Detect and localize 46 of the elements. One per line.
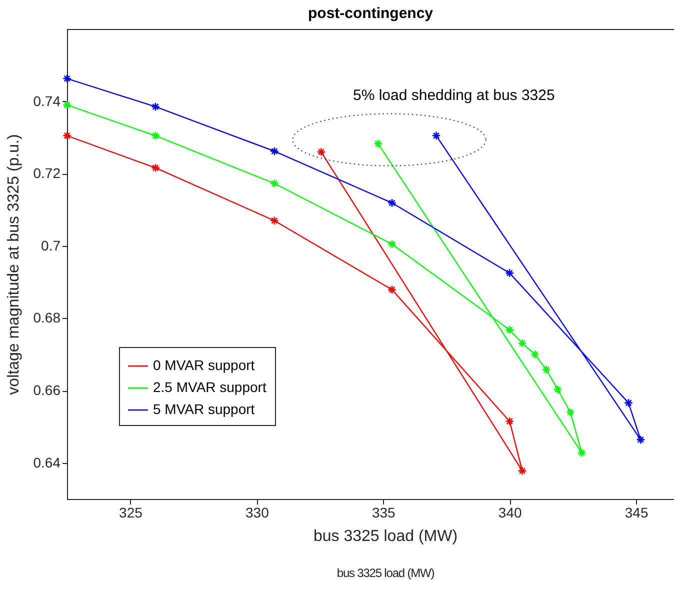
x-tick-label: 325	[119, 504, 143, 520]
point	[542, 365, 551, 374]
y-axis-title: voltage magnitude at bus 3325 (p.u.)	[5, 134, 22, 395]
point	[151, 131, 160, 140]
point	[624, 398, 633, 408]
point	[151, 102, 160, 112]
point	[151, 163, 160, 172]
text: bus 3325 load (MW)	[336, 566, 436, 580]
point	[577, 448, 586, 458]
y-tick-label: 0.64	[33, 454, 61, 470]
y-tick-label: 0.74	[33, 92, 61, 109]
point	[553, 384, 562, 394]
point	[505, 268, 514, 278]
point	[387, 285, 397, 294]
point	[518, 466, 527, 476]
point	[505, 416, 514, 426]
point	[62, 100, 72, 110]
y-tick-label: 0.7	[41, 237, 61, 254]
x-axis-title: bus 3325 load (MW)	[312, 528, 459, 546]
y-tick-label: 0.72	[33, 165, 61, 182]
legend-label: 2.5 MVAR support	[153, 379, 266, 395]
y-tick-label: 0.68	[33, 310, 61, 326]
point	[374, 139, 383, 148]
point	[270, 216, 279, 226]
annotation: 5% load shedding at bus 3325	[353, 87, 555, 104]
x-tick-label: 340	[498, 504, 522, 520]
legend-label: 0 MVAR support	[153, 357, 255, 373]
point	[62, 74, 72, 84]
point	[518, 338, 527, 348]
point	[387, 198, 397, 208]
legend-label: 5 MVAR support	[153, 401, 255, 417]
point	[270, 146, 279, 156]
point	[432, 131, 441, 140]
point	[270, 178, 279, 188]
chart-title: post-contingency	[308, 5, 434, 22]
x-tick-label: 345	[624, 504, 648, 520]
point	[566, 408, 575, 417]
point	[530, 350, 540, 359]
point	[316, 147, 326, 156]
x-tick-label: 335	[372, 504, 396, 520]
point	[505, 325, 514, 334]
y-tick-label: 0.66	[33, 382, 61, 398]
point	[636, 435, 646, 444]
point	[387, 240, 397, 249]
x-tick-label: 330	[246, 504, 270, 520]
point	[62, 131, 72, 140]
